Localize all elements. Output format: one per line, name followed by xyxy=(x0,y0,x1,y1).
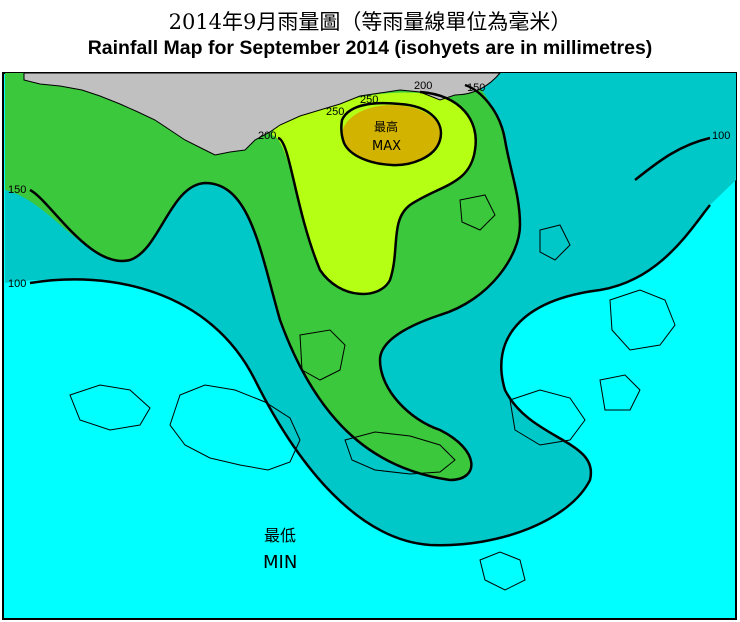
min-label-english: MIN xyxy=(263,552,297,573)
max-label-chinese: 最高 xyxy=(374,119,398,134)
max-label-english: MAX xyxy=(372,139,401,154)
isohyet-lines xyxy=(29,83,711,547)
map-title-english: Rainfall Map for September 2014 (isohyet… xyxy=(87,37,653,59)
isohyet-label-200-top: 200 xyxy=(414,80,432,92)
isohyet-label-150-left: 150 xyxy=(8,184,26,196)
rainfall-map: 100 100 150 150 200 200 250 250 最高 MAX 最… xyxy=(2,72,737,620)
isohyet-label-250-a: 250 xyxy=(326,106,344,118)
rainfall-area-max xyxy=(342,105,442,165)
isohyet-label-100-right: 100 xyxy=(712,130,730,142)
isohyet-label-250-b: 250 xyxy=(360,94,378,106)
isohyet-label-200-left: 200 xyxy=(258,130,276,142)
isohyet-200 xyxy=(277,90,477,296)
min-label-chinese: 最低 xyxy=(264,526,296,545)
isohyet-label-150-top: 150 xyxy=(467,82,485,94)
isohyet-150 xyxy=(29,83,522,482)
isohyet-label-100-left: 100 xyxy=(8,278,26,290)
map-title-chinese: 2014年9月雨量圖（等雨量線單位為毫米） xyxy=(168,10,572,34)
land-outside-hong-kong xyxy=(23,72,502,156)
isohyet-100-upper xyxy=(634,136,711,181)
isohyet-100 xyxy=(29,204,711,547)
isohyet-250 xyxy=(340,101,443,167)
